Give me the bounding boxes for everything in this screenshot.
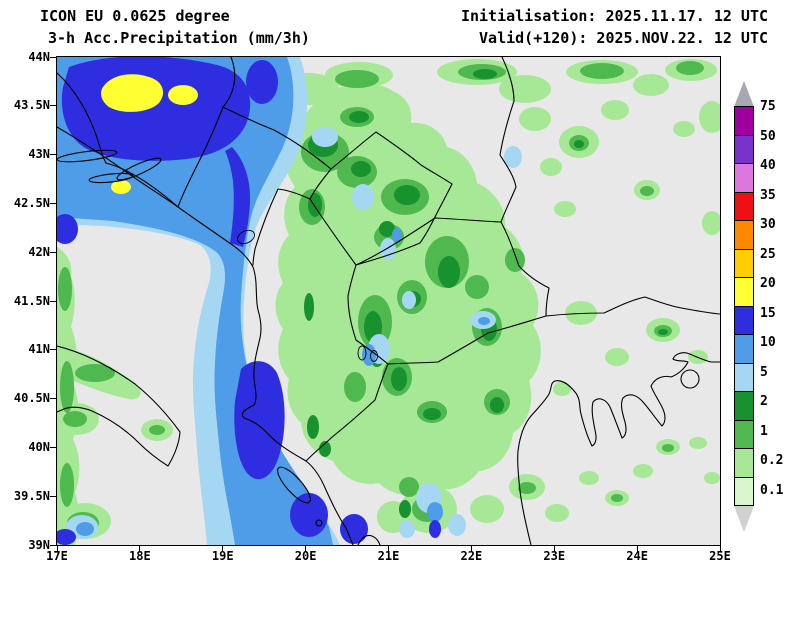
- legend-label: 75: [760, 99, 776, 114]
- legend-label: 10: [760, 335, 776, 350]
- legend-color-box: [734, 419, 754, 449]
- tick-lat: [50, 544, 56, 546]
- tick-lat: [50, 202, 56, 204]
- axis-label-lat: 43N: [28, 147, 50, 162]
- legend-label: 1: [760, 423, 768, 439]
- axis-label-lon: 23E: [543, 549, 566, 563]
- legend-label: 2: [760, 394, 768, 409]
- axis-label-lat: 39N: [28, 537, 50, 552]
- tick-lon: [139, 546, 141, 552]
- legend-label: 15: [760, 305, 776, 321]
- legend-color-box: [734, 248, 754, 278]
- legend-color-box: [734, 106, 754, 136]
- axis-label-lat: 43.5N: [13, 98, 50, 113]
- axis-label-lat: 39.5N: [13, 488, 50, 503]
- country-borders: [57, 57, 720, 545]
- legend-label: 50: [760, 128, 776, 144]
- map-plot-area: [56, 56, 721, 546]
- tick-lat: [50, 251, 56, 253]
- tick-lon: [636, 546, 638, 552]
- product-title: 3-h Acc.Precipitation (mm/3h): [48, 29, 310, 47]
- legend-color-box: [734, 220, 754, 250]
- legend-color-box: [734, 134, 754, 164]
- tick-lon: [305, 546, 307, 552]
- axis-label-lon: 17E: [46, 549, 68, 563]
- tick-lon: [719, 546, 721, 552]
- axis-label-lon: 24E: [626, 549, 648, 563]
- tick-lon: [470, 546, 472, 552]
- legend-color-box: [734, 476, 754, 506]
- legend-color-box: [734, 191, 754, 221]
- valid-time: Valid(+120): 2025.NOV.22. 12 UTC: [479, 29, 768, 47]
- init-time: Initialisation: 2025.11.17. 12 UTC: [460, 7, 768, 25]
- tick-lat: [50, 154, 56, 156]
- axis-label-lon: 22E: [460, 549, 483, 563]
- tick-lon: [553, 546, 555, 552]
- legend-label: 40: [760, 158, 776, 173]
- color-legend: 75 50 40 35 30 25 20 15 10 5 2 1 0.2 0.1: [734, 81, 798, 532]
- legend-arrow-top: [734, 81, 754, 107]
- legend-label: 30: [760, 217, 776, 232]
- axis-label-lon: 25E: [709, 549, 731, 563]
- tick-lat: [50, 56, 56, 58]
- legend-color-box: [734, 362, 754, 392]
- tick-lon: [388, 546, 389, 552]
- tick-lat: [50, 349, 56, 351]
- model-title: ICON EU 0.0625 degree: [40, 7, 230, 25]
- legend-label: 25: [760, 246, 776, 262]
- tick-lon: [222, 546, 224, 552]
- legend-color-box: [734, 305, 754, 335]
- axis-label-lat: 41N: [28, 342, 50, 357]
- legend-color-box: [734, 391, 754, 421]
- tick-lat: [50, 300, 56, 302]
- legend-label: 20: [760, 276, 776, 291]
- axis-label-lat: 40N: [28, 439, 50, 454]
- axis-label-lon: 20E: [294, 549, 317, 563]
- tick-lat: [50, 495, 56, 497]
- axis-label-lon: 21E: [377, 549, 400, 563]
- legend-color-box: [734, 334, 754, 364]
- legend-label: 0.2: [760, 453, 784, 468]
- tick-lon: [56, 546, 58, 552]
- legend-arrow-bottom: [734, 506, 754, 532]
- tick-lat: [50, 398, 56, 400]
- axis-label-lat: 40.5N: [13, 391, 50, 406]
- axis-label-lat: 42.5N: [13, 195, 50, 210]
- axis-label-lat: 44N: [28, 49, 50, 64]
- legend-label: 5: [760, 364, 768, 380]
- axis-label-lon: 19E: [211, 549, 234, 563]
- tick-lat: [50, 105, 56, 107]
- precipitation-map: [57, 57, 720, 545]
- legend-color-box: [734, 277, 754, 307]
- precip-region-yellow: [101, 74, 198, 194]
- legend-label: 0.1: [760, 482, 784, 498]
- legend-color-box: [734, 448, 754, 478]
- axis-label-lat: 41.5N: [13, 293, 50, 308]
- axis-label-lat: 42N: [28, 244, 50, 259]
- axis-label-lon: 18E: [129, 549, 151, 563]
- tick-lat: [50, 446, 56, 448]
- legend-color-box: [734, 163, 754, 193]
- legend-label: 35: [760, 187, 776, 203]
